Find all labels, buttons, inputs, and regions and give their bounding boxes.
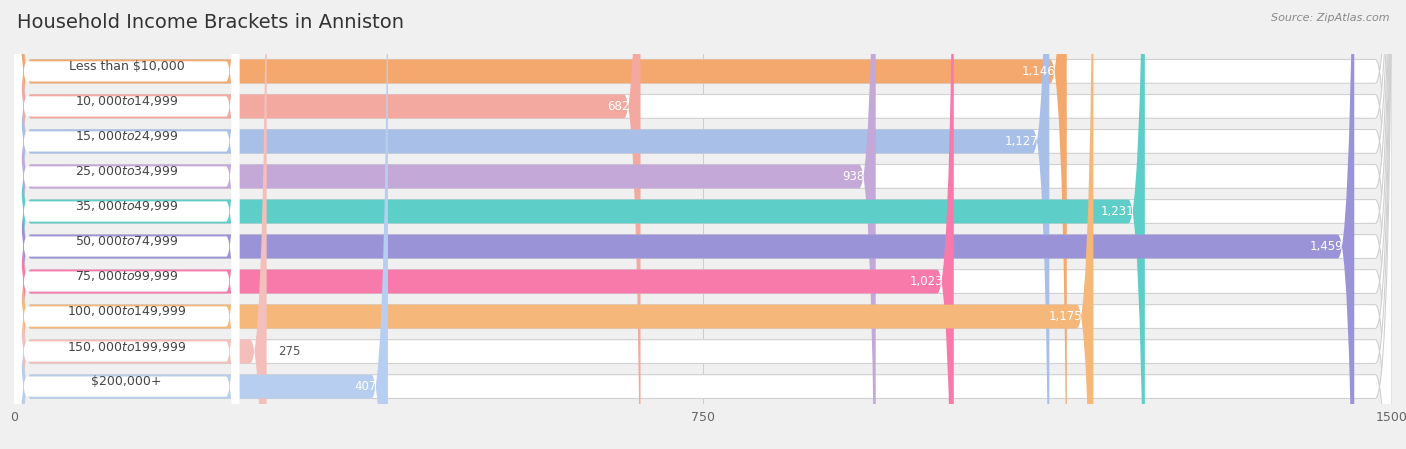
Text: 1,023: 1,023	[910, 275, 943, 288]
FancyBboxPatch shape	[14, 0, 1392, 449]
FancyBboxPatch shape	[14, 0, 239, 449]
FancyBboxPatch shape	[14, 0, 1094, 449]
Text: $25,000 to $34,999: $25,000 to $34,999	[75, 164, 179, 178]
Text: Less than $10,000: Less than $10,000	[69, 60, 184, 73]
Text: $100,000 to $149,999: $100,000 to $149,999	[67, 304, 186, 318]
FancyBboxPatch shape	[14, 0, 1354, 449]
FancyBboxPatch shape	[14, 0, 1392, 449]
Text: 407: 407	[354, 380, 377, 393]
FancyBboxPatch shape	[14, 0, 1392, 449]
Text: 1,127: 1,127	[1004, 135, 1038, 148]
FancyBboxPatch shape	[14, 0, 239, 449]
Text: 275: 275	[278, 345, 299, 358]
FancyBboxPatch shape	[14, 0, 1392, 449]
FancyBboxPatch shape	[14, 0, 239, 449]
FancyBboxPatch shape	[14, 0, 1392, 449]
Text: Household Income Brackets in Anniston: Household Income Brackets in Anniston	[17, 13, 404, 32]
FancyBboxPatch shape	[14, 0, 641, 449]
Text: Source: ZipAtlas.com: Source: ZipAtlas.com	[1271, 13, 1389, 23]
Text: 1,175: 1,175	[1049, 310, 1083, 323]
Text: 1,146: 1,146	[1022, 65, 1056, 78]
FancyBboxPatch shape	[14, 0, 239, 449]
FancyBboxPatch shape	[14, 0, 1067, 449]
Text: $15,000 to $24,999: $15,000 to $24,999	[75, 129, 179, 143]
Text: $150,000 to $199,999: $150,000 to $199,999	[67, 339, 186, 353]
FancyBboxPatch shape	[14, 0, 1144, 449]
FancyBboxPatch shape	[14, 0, 267, 449]
FancyBboxPatch shape	[14, 0, 388, 449]
FancyBboxPatch shape	[14, 0, 239, 449]
FancyBboxPatch shape	[14, 0, 1392, 449]
FancyBboxPatch shape	[14, 0, 239, 449]
FancyBboxPatch shape	[14, 0, 1392, 449]
FancyBboxPatch shape	[14, 0, 239, 449]
Text: $75,000 to $99,999: $75,000 to $99,999	[75, 269, 179, 283]
Text: $200,000+: $200,000+	[91, 375, 162, 388]
FancyBboxPatch shape	[14, 0, 1049, 449]
Text: $50,000 to $74,999: $50,000 to $74,999	[75, 234, 179, 248]
FancyBboxPatch shape	[14, 0, 239, 449]
Text: 938: 938	[842, 170, 865, 183]
Text: $10,000 to $14,999: $10,000 to $14,999	[75, 94, 179, 108]
FancyBboxPatch shape	[14, 0, 953, 449]
Text: $35,000 to $49,999: $35,000 to $49,999	[75, 199, 179, 213]
FancyBboxPatch shape	[14, 0, 239, 449]
FancyBboxPatch shape	[14, 0, 239, 449]
FancyBboxPatch shape	[14, 0, 1392, 449]
Text: 1,231: 1,231	[1099, 205, 1133, 218]
FancyBboxPatch shape	[14, 0, 1392, 449]
FancyBboxPatch shape	[14, 0, 876, 449]
FancyBboxPatch shape	[14, 0, 1392, 449]
Text: 682: 682	[607, 100, 630, 113]
Text: 1,459: 1,459	[1309, 240, 1343, 253]
